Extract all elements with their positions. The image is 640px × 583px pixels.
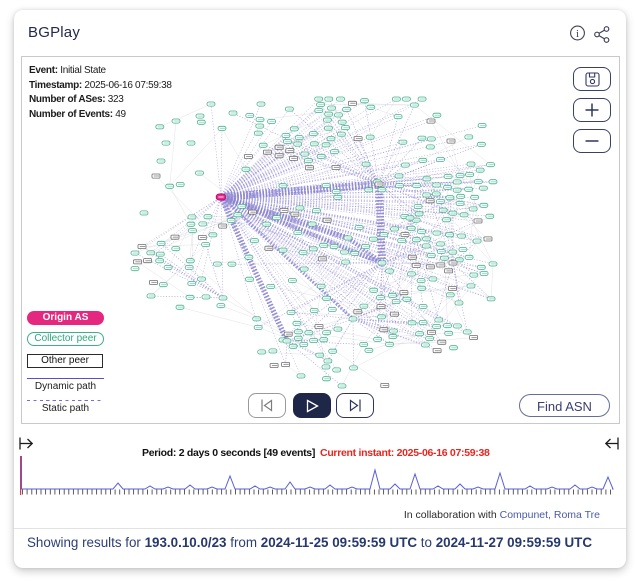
svg-text:i: i <box>576 28 579 40</box>
